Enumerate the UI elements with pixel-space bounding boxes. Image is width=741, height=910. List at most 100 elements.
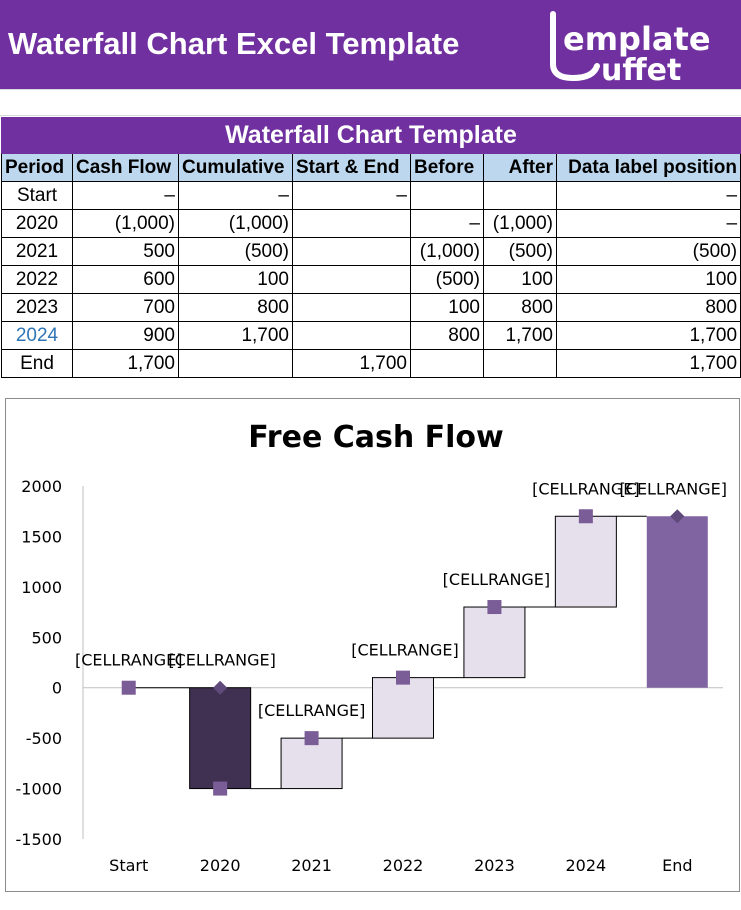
chart-title: Free Cash Flow: [248, 420, 504, 455]
data-label: [CELLRANGE]: [258, 701, 365, 720]
data-label: [CELLRANGE]: [443, 570, 550, 589]
table-cell: 800: [555, 293, 741, 322]
table-cell: [292, 237, 411, 266]
data-marker: [396, 670, 410, 685]
waterfall-bar: [463, 606, 526, 679]
table-cell: 1,700: [292, 349, 411, 378]
table-cell: [292, 209, 411, 238]
period-cell: 2021: [1, 237, 73, 266]
table-cell: (500): [483, 237, 557, 266]
waterfall-data-table: Waterfall Chart Template Period Cash Flo…: [0, 117, 741, 378]
y-tick-label: 500: [31, 628, 62, 647]
table-cell: (500): [555, 237, 741, 266]
chart-container: Free Cash Flow 2000 1500 1000 500 0 -500 -1000…: [5, 398, 740, 892]
table-cell: (1,000): [483, 209, 557, 238]
column-header: Before: [410, 153, 484, 182]
column-header: Cumulative: [178, 153, 293, 182]
table-cell: [292, 293, 411, 322]
data-marker: [578, 509, 593, 524]
data-marker: [670, 509, 685, 524]
data-marker: [213, 781, 228, 796]
x-tick-label: 2023: [474, 856, 515, 875]
table-title: Waterfall Chart Template: [0, 117, 741, 154]
table-row: End 1,700 1,700 1,700: [1, 349, 741, 378]
table-cell: –: [292, 181, 411, 210]
table-cell: (1,000): [410, 237, 484, 266]
svg-text:emplate: emplate: [563, 20, 711, 58]
table-cell: [292, 321, 411, 350]
divider: [0, 89, 741, 90]
waterfall-chart: Free Cash Flow 2000 1500 1000 500 0 -500 -1000…: [16, 420, 728, 875]
table-cell: 1,700: [178, 321, 293, 350]
x-tick-label: Start: [109, 856, 148, 875]
table-cell: –: [555, 181, 741, 210]
table-cell: [292, 265, 411, 294]
y-tick-label: 2000: [21, 477, 62, 496]
table-cell: 1,700: [72, 349, 179, 378]
data-label: [CELLRANGE]: [75, 651, 182, 670]
data-label: [CELLRANGE]: [620, 479, 727, 498]
column-header: Period: [1, 153, 73, 182]
y-tick-label: -500: [26, 729, 62, 748]
table-cell: [483, 349, 557, 378]
table-cell: [178, 349, 293, 378]
table-header-row: Period Cash Flow Cumulative Start & End …: [1, 153, 741, 182]
table-cell: –: [555, 209, 741, 238]
table-cell: 700: [72, 293, 179, 322]
waterfall-bar: [554, 515, 617, 608]
table-cell: [410, 181, 484, 210]
table-cell: 100: [555, 265, 741, 294]
header-banner: Waterfall Chart Excel Template emplate u…: [0, 0, 741, 89]
table-cell: –: [178, 181, 293, 210]
column-header: Cash Flow: [72, 153, 179, 182]
table-row: 2023 700 800 100 800 800: [1, 293, 741, 322]
waterfall-bar: [646, 516, 708, 688]
table-cell: 800: [178, 293, 293, 322]
table-cell: 100: [410, 293, 484, 322]
period-cell: 2024: [1, 321, 73, 350]
y-tick-label: -1500: [16, 830, 63, 849]
table-row: 2021 500 (500) (1,000) (500) (500): [1, 237, 741, 266]
period-cell: 2023: [1, 293, 73, 322]
table-cell: 500: [72, 237, 179, 266]
column-header: After: [483, 153, 557, 182]
table-cell: 1,700: [483, 321, 557, 350]
table-cell: 800: [483, 293, 557, 322]
x-tick-label: 2020: [200, 856, 241, 875]
x-tick-label: End: [662, 856, 692, 875]
data-marker: [121, 680, 136, 695]
data-marker: [487, 600, 502, 615]
table-cell: [410, 349, 484, 378]
period-cell: Start: [1, 181, 73, 210]
table-cell: (500): [178, 237, 293, 266]
table-row: 2020 (1,000) (1,000) – (1,000) –: [1, 209, 741, 238]
table-cell: 800: [410, 321, 484, 350]
divider: [0, 115, 741, 116]
waterfall-bar: [372, 677, 434, 739]
waterfall-bar: [189, 687, 252, 790]
column-header: Data label position: [555, 153, 741, 182]
data-label: [CELLRANGE]: [351, 641, 458, 660]
period-cell: End: [1, 349, 73, 378]
table-cell: (1,000): [72, 209, 179, 238]
table-row: 2022 600 100 (500) 100 100: [1, 265, 741, 294]
table-cell: 1,700: [555, 321, 741, 350]
x-tick-label: 2024: [565, 856, 606, 875]
y-tick-label: 1000: [21, 578, 62, 597]
data-marker: [213, 680, 228, 695]
svg-text:uffet: uffet: [601, 53, 681, 84]
table-cell: (1,000): [178, 209, 293, 238]
data-marker: [304, 731, 319, 746]
table-cell: [483, 181, 557, 210]
data-label: [CELLRANGE]: [168, 651, 275, 670]
y-tick-label: 1500: [21, 527, 62, 546]
table-cell: (500): [410, 265, 484, 294]
table-cell: 100: [178, 265, 293, 294]
period-cell: 2020: [1, 209, 73, 238]
column-header: Start & End: [292, 153, 411, 182]
table-cell: 600: [72, 265, 179, 294]
template-buffet-logo: emplate uffet: [550, 11, 711, 84]
table-row: Start – – – –: [1, 181, 741, 210]
table-cell: –: [410, 209, 484, 238]
table-cell: 100: [483, 265, 557, 294]
